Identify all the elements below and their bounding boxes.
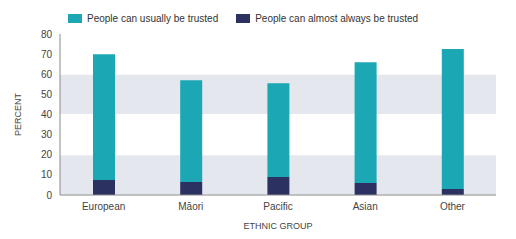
svg-text:80: 80 [41,29,53,40]
svg-text:ETHNIC GROUP: ETHNIC GROUP [243,221,312,231]
svg-text:Asian: Asian [353,201,378,212]
html-text:People can usually be trusted: People can usually be trusted [87,12,219,24]
svg-text:20: 20 [41,149,53,160]
svg-text:50: 50 [41,89,53,100]
svg-text:30: 30 [41,129,53,140]
svg-text:PERCENT: PERCENT [13,93,23,137]
svg-text:70: 70 [41,49,53,60]
svg-text:0: 0 [46,190,52,201]
svg-text:60: 60 [41,69,53,80]
svg-text:Māori: Māori [178,201,203,212]
svg-text:European: European [82,201,125,212]
svg-text:Other: Other [440,201,466,212]
svg-text:40: 40 [41,109,53,120]
html-text:People can almost always be tr: People can almost always be trusted [255,12,419,24]
svg-text:10: 10 [41,169,53,180]
svg-text:Pacific: Pacific [263,201,292,212]
